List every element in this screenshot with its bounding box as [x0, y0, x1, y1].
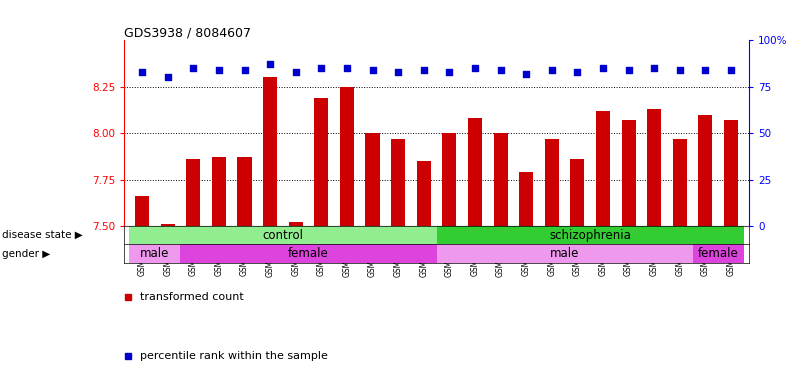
Point	[622, 67, 635, 73]
Text: transformed count: transformed count	[140, 292, 244, 302]
Point	[597, 65, 610, 71]
Bar	[391, 139, 405, 226]
Bar	[468, 118, 482, 226]
Text: GDS3938 / 8084607: GDS3938 / 8084607	[124, 26, 252, 39]
Bar	[647, 109, 662, 226]
Text: percentile rank within the sample: percentile rank within the sample	[140, 351, 328, 361]
Bar	[187, 159, 200, 226]
Bar	[263, 78, 277, 226]
Point	[366, 67, 379, 73]
Bar	[545, 139, 559, 226]
Bar	[314, 98, 328, 226]
Point	[238, 67, 251, 73]
Point	[135, 69, 148, 75]
Bar	[129, 245, 180, 263]
Bar	[724, 120, 738, 226]
Point	[315, 65, 328, 71]
Point	[725, 67, 738, 73]
Bar	[698, 114, 712, 226]
Text: disease state ▶: disease state ▶	[2, 230, 83, 240]
Point	[699, 67, 712, 73]
Bar	[442, 133, 457, 226]
Bar	[365, 133, 380, 226]
Bar	[135, 196, 149, 226]
Point	[443, 69, 456, 75]
Text: male: male	[549, 247, 579, 260]
Bar	[211, 157, 226, 226]
Bar	[493, 133, 508, 226]
Point	[264, 61, 276, 68]
Bar	[129, 226, 437, 245]
Point	[417, 67, 430, 73]
Point	[571, 69, 584, 75]
Point	[340, 65, 353, 71]
Bar	[417, 161, 431, 226]
Bar	[693, 245, 744, 263]
Point	[289, 69, 302, 75]
Bar	[340, 87, 354, 226]
Text: schizophrenia: schizophrenia	[549, 229, 631, 242]
Bar	[161, 224, 175, 226]
Bar	[673, 139, 686, 226]
Bar	[519, 172, 533, 226]
Point	[545, 67, 558, 73]
Bar	[237, 157, 252, 226]
Point	[494, 67, 507, 73]
Point	[469, 65, 481, 71]
Point	[392, 69, 405, 75]
Text: female: female	[698, 247, 739, 260]
Bar	[180, 245, 437, 263]
Point	[648, 65, 661, 71]
Text: gender ▶: gender ▶	[2, 249, 50, 259]
Text: control: control	[263, 229, 304, 242]
Text: male: male	[140, 247, 170, 260]
Point	[187, 65, 199, 71]
Point	[520, 71, 533, 77]
Bar	[437, 245, 693, 263]
Point	[161, 74, 174, 81]
Bar	[596, 111, 610, 226]
Bar	[570, 159, 585, 226]
Bar	[288, 222, 303, 226]
Text: female: female	[288, 247, 329, 260]
Point	[212, 67, 225, 73]
Point	[674, 67, 686, 73]
Bar	[622, 120, 636, 226]
Bar	[437, 226, 744, 245]
